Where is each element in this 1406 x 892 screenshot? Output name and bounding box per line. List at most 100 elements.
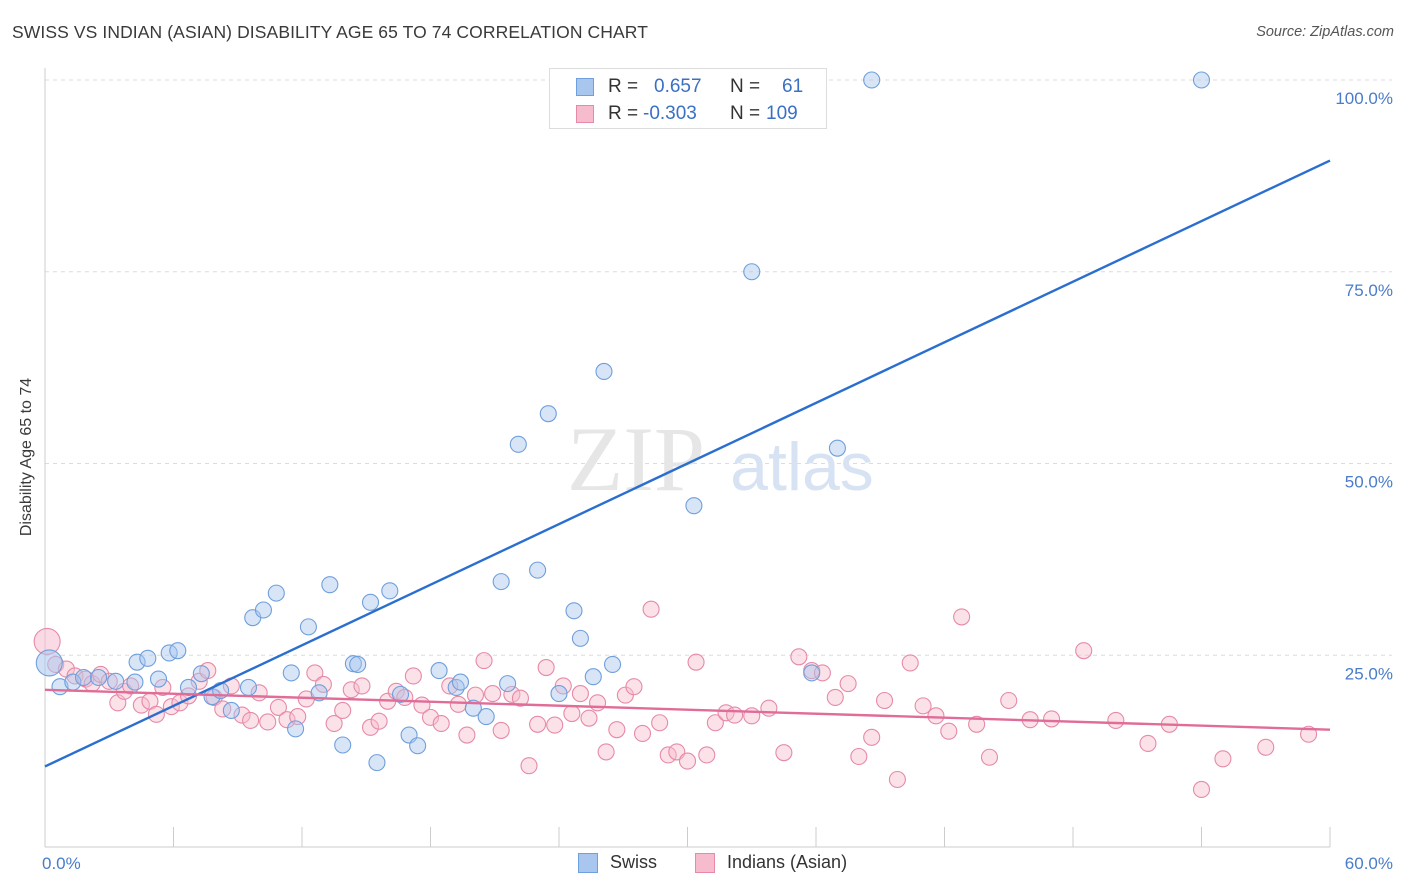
point-swiss — [254, 601, 273, 619]
data-points — [33, 71, 1318, 799]
point-indians — [421, 708, 440, 726]
x-tick-label: 60.0% — [1345, 854, 1393, 873]
point-indians — [1107, 711, 1125, 729]
point-swiss — [685, 497, 703, 515]
point-indians — [441, 677, 459, 695]
r-label: R = — [608, 76, 639, 97]
point-indians — [370, 712, 388, 730]
point-swiss — [35, 649, 63, 677]
point-indians — [314, 675, 332, 693]
point-indians — [484, 685, 502, 703]
point-swiss — [179, 678, 198, 697]
y-tick-label: 75.0% — [1345, 281, 1393, 300]
swatch-swiss — [576, 78, 594, 96]
point-indians — [597, 743, 615, 761]
point-swiss — [499, 675, 517, 693]
point-indians — [1192, 780, 1211, 799]
point-swiss — [299, 618, 317, 636]
point-indians — [775, 744, 793, 762]
n-label: N = — [730, 103, 761, 124]
point-swiss — [89, 668, 108, 687]
point-swiss — [509, 435, 527, 453]
point-indians — [1214, 750, 1232, 768]
point-indians — [790, 648, 808, 666]
point-indians — [743, 707, 761, 725]
point-swiss — [863, 71, 881, 89]
point-swiss — [334, 736, 352, 754]
point-swiss — [1192, 71, 1211, 89]
grid-lines — [45, 79, 1392, 656]
point-swiss — [539, 405, 557, 423]
point-swiss — [222, 701, 240, 720]
point-swiss — [128, 653, 146, 671]
axes — [44, 68, 1331, 848]
point-swiss — [149, 670, 168, 688]
point-indians — [1139, 734, 1157, 753]
watermark: ZIP atlas — [567, 408, 874, 510]
watermark-zip: ZIP — [567, 408, 705, 510]
point-indians — [233, 706, 251, 724]
point-indians — [353, 677, 371, 695]
point-indians — [1043, 710, 1061, 728]
point-indians — [1257, 738, 1275, 756]
trend-line-swiss — [44, 159, 1331, 768]
point-indians — [687, 653, 705, 671]
point-indians — [361, 718, 380, 736]
x-tick-label: 0.0% — [42, 854, 81, 873]
swatch-swiss — [578, 853, 598, 873]
n-label: N = — [730, 76, 761, 97]
y-axis-label: Disability Age 65 to 74 — [18, 377, 35, 537]
y-tick-label: 100.0% — [1335, 89, 1393, 108]
point-indians — [475, 652, 493, 670]
watermark-atlas: atlas — [730, 429, 874, 505]
stats-legend: R = 0.657 N = 61 R = -0.303 N = 109 — [549, 68, 827, 129]
point-indians — [642, 600, 660, 618]
trend-line-indians — [44, 688, 1331, 731]
point-indians — [927, 707, 945, 725]
point-indians — [1075, 642, 1093, 660]
point-indians — [214, 700, 232, 718]
point-indians — [633, 724, 652, 743]
point-indians — [678, 752, 697, 770]
point-swiss — [571, 629, 589, 647]
point-swiss — [550, 685, 568, 703]
point-indians — [278, 711, 296, 729]
point-indians — [698, 746, 716, 764]
point-swiss — [126, 673, 144, 691]
point-indians — [1000, 691, 1018, 710]
point-swiss — [430, 662, 448, 680]
point-indians — [571, 685, 589, 703]
point-indians — [863, 728, 881, 746]
point-indians — [980, 748, 999, 766]
point-swiss — [391, 685, 410, 703]
point-swiss — [451, 673, 470, 691]
point-swiss — [349, 655, 367, 674]
point-indians — [92, 665, 110, 683]
swatch-indians — [576, 105, 594, 123]
point-indians — [625, 678, 643, 696]
point-indians — [449, 695, 467, 713]
point-indians — [563, 704, 581, 723]
r-value: -0.303 — [643, 103, 697, 124]
point-swiss — [803, 664, 821, 682]
point-indians — [826, 688, 844, 706]
point-indians — [651, 714, 669, 732]
point-indians — [269, 698, 287, 716]
point-indians — [306, 664, 324, 682]
point-indians — [850, 747, 868, 766]
swatch-indians — [695, 853, 715, 873]
point-indians — [334, 701, 352, 720]
point-swiss — [139, 649, 157, 667]
point-indians — [608, 721, 626, 739]
point-indians — [511, 689, 530, 707]
point-indians — [968, 715, 986, 733]
point-swiss — [529, 561, 547, 579]
point-swiss — [107, 672, 125, 690]
point-indians — [706, 714, 724, 732]
legend-row-indians: R = -0.303 N = 109 — [550, 102, 826, 126]
point-swiss — [584, 668, 602, 686]
point-indians — [546, 716, 564, 734]
point-indians — [100, 672, 118, 690]
y-tick-label: 50.0% — [1345, 473, 1393, 492]
